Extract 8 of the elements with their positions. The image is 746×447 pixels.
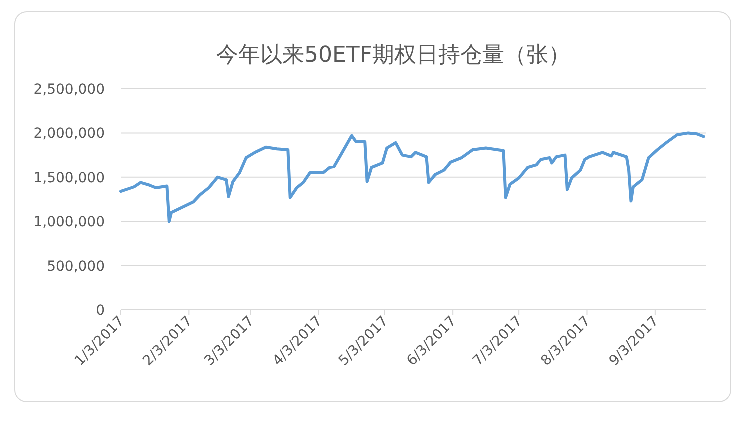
- y-tick-label: 0: [96, 303, 105, 319]
- y-tick-label: 1,500,000: [34, 170, 105, 186]
- y-tick-label: 1,000,000: [34, 214, 105, 231]
- line-series: [120, 132, 706, 224]
- y-tick-label: 500,000: [47, 258, 105, 275]
- y-tick-label: 2,000,000: [34, 126, 105, 142]
- y-tick-label: 2,500,000: [34, 82, 105, 98]
- chart-title: 今年以来50ETF期权日持仓量（张）: [216, 43, 570, 68]
